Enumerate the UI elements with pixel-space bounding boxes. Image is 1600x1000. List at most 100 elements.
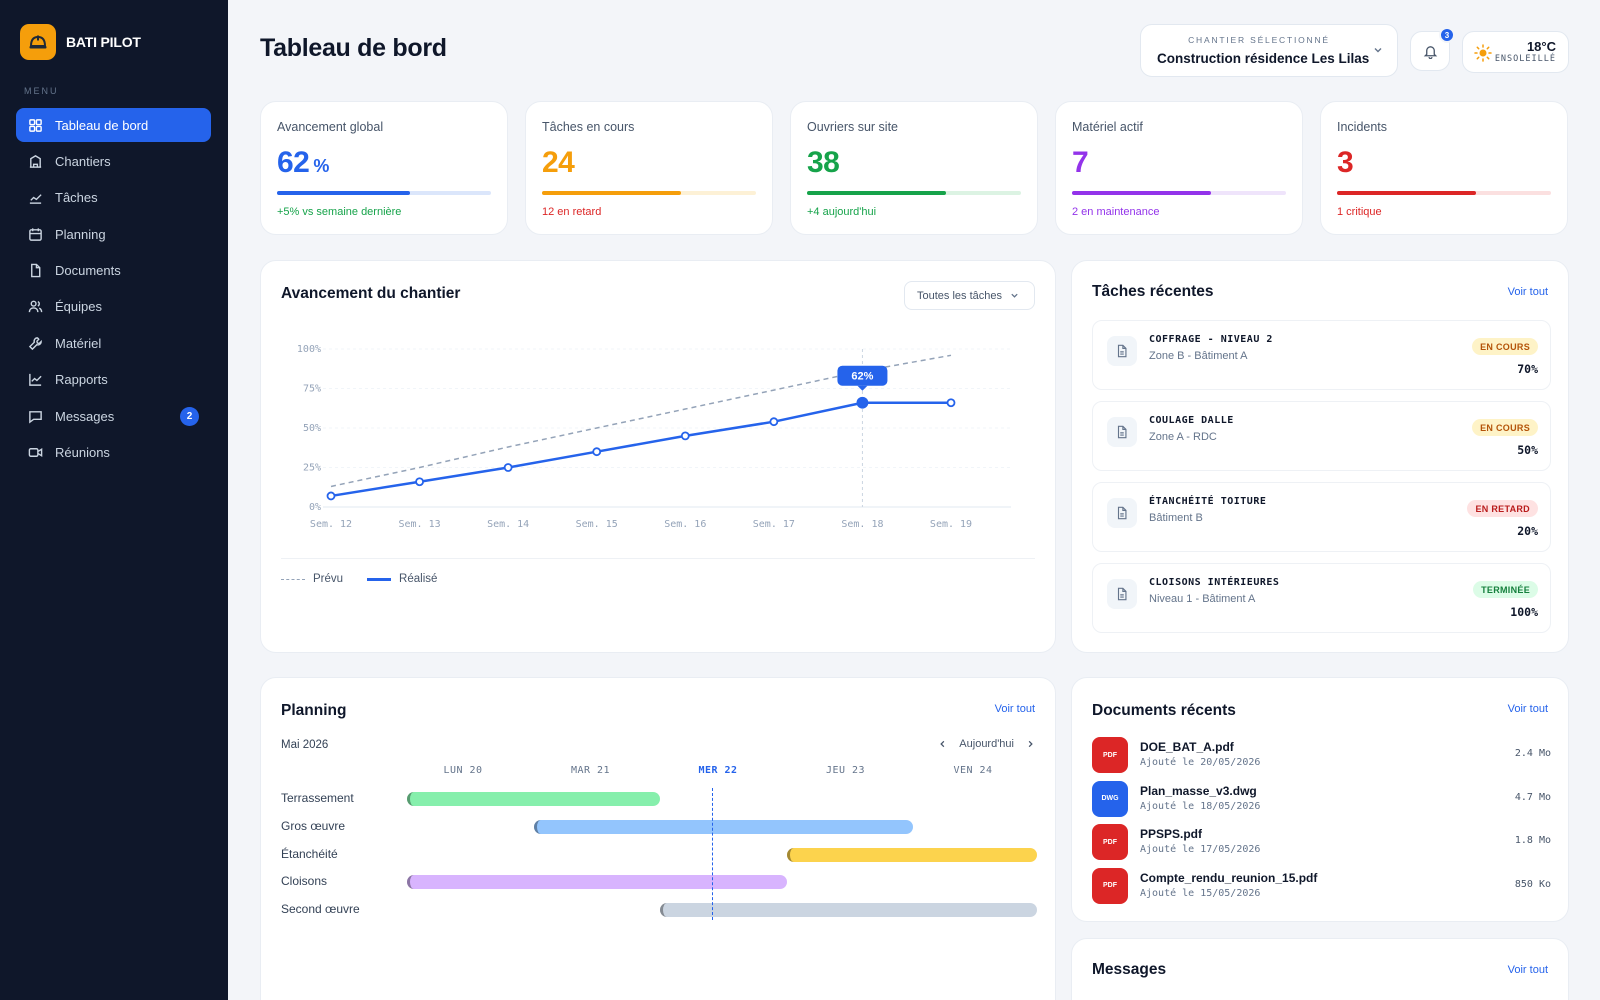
pdf-file-icon: PDF (1092, 737, 1128, 773)
task-filter-value: Toutes les tâches (917, 290, 1002, 302)
progress-line-chart: 0% 25% 50% 75% 100% Sem. 12 Sem. 13 Sem. 14 Sem.… (271, 323, 1031, 573)
document-size: 1.8 Mo (1515, 835, 1551, 846)
task-row[interactable]: COFFRAGE - NIVEAU 2 Zone B - Bâtiment A EN… (1092, 320, 1551, 390)
brand[interactable]: BATI PILOT (20, 24, 141, 60)
site-selector[interactable]: CHANTIER SÉLECTIONNÉ Construction réside… (1140, 24, 1398, 77)
documents-panel: Documents récents Voir tout PDF DOE_BAT_A… (1071, 677, 1569, 922)
task-progress: 70% (1517, 362, 1538, 376)
sidebar-item-label: Planning (55, 227, 106, 242)
weather-temperature: 18°C (1527, 39, 1556, 54)
kpi-value: 38 (807, 146, 839, 180)
task-name: COFFRAGE - NIVEAU 2 (1149, 334, 1273, 345)
sidebar-item-reunions[interactable]: Réunions (16, 436, 211, 470)
x-tick-label: Sem. 17 (753, 519, 795, 530)
sidebar-item-equipes[interactable]: Équipes (16, 290, 211, 324)
task-filter-dropdown[interactable]: Toutes les tâches (904, 281, 1035, 310)
progress-chart-title: Avancement du chantier (281, 285, 460, 303)
document-row[interactable]: DWG Plan_masse_v3.dwg Ajouté le 18/05/2026… (1092, 781, 1551, 817)
sidebar-item-label: Tableau de bord (55, 118, 148, 133)
x-tick-label: Sem. 12 (310, 519, 352, 530)
highlight-tooltip-label: 62% (851, 371, 873, 383)
sidebar-item-label: Matériel (55, 336, 101, 351)
sidebar-item-planning[interactable]: Planning (16, 217, 211, 251)
sidebar-item-documents[interactable]: Documents (16, 254, 211, 288)
task-name: ÉTANCHÉITÉ TOITURE (1149, 496, 1266, 507)
document-icon (1107, 498, 1137, 528)
document-date: Ajouté le 17/05/2026 (1140, 844, 1260, 855)
helmet-logo-icon (20, 24, 56, 60)
sidebar-item-taches[interactable]: Tâches (16, 181, 211, 215)
task-row[interactable]: ÉTANCHÉITÉ TOITURE Bâtiment B EN RETARD 20% (1092, 482, 1551, 552)
gantt-bar[interactable] (407, 792, 660, 806)
bell-icon (1423, 44, 1438, 59)
site-selector-value: Construction résidence Les Lilas (1157, 51, 1369, 66)
kpi-title: Tâches en cours (542, 120, 634, 134)
kpi-progress-fill (1337, 191, 1476, 195)
planning-panel: Planning Voir tout Mai 2026 Aujourd'hui … (260, 677, 1056, 1000)
task-location: Niveau 1 - Bâtiment A (1149, 593, 1255, 605)
messages-see-all-link[interactable]: Voir tout (1508, 964, 1548, 976)
recent-tasks-panel: Tâches récentes Voir tout COFFRAGE - NIV… (1071, 260, 1569, 653)
chart-divider (281, 558, 1035, 559)
actual-data-point (328, 492, 335, 499)
sidebar-item-materiel[interactable]: Matériel (16, 326, 211, 360)
gantt-bar[interactable] (407, 875, 787, 889)
actual-data-point (416, 478, 423, 485)
kpi-progress-fill (277, 191, 410, 195)
gantt-bar[interactable] (787, 848, 1038, 862)
document-date: Ajouté le 20/05/2026 (1140, 757, 1260, 768)
documents-title: Documents récents (1092, 702, 1236, 720)
kpi-value: 7 (1072, 146, 1088, 180)
sidebar-item-tableau-de-bord[interactable]: Tableau de bord (16, 108, 211, 142)
x-tick-label: Sem. 15 (576, 519, 618, 530)
chevron-right-icon[interactable] (1026, 739, 1035, 749)
gantt-bar[interactable] (660, 903, 1037, 917)
gantt-row-label: Cloisons (281, 874, 327, 888)
kpi-progress-fill (542, 191, 681, 195)
kpi-progress-bar (277, 191, 491, 195)
gantt-bar[interactable] (534, 820, 914, 834)
document-row[interactable]: PDF PPSPS.pdf Ajouté le 17/05/2026 1.8 Mo (1092, 824, 1551, 860)
file-icon (28, 263, 43, 278)
task-row[interactable]: CLOISONS INTÉRIEURES Niveau 1 - Bâtiment … (1092, 563, 1551, 633)
sidebar-item-label: Documents (55, 263, 121, 278)
sidebar-item-label: Réunions (55, 445, 110, 460)
task-status-badge: TERMINÉE (1473, 581, 1538, 598)
kpi-progress-bar (807, 191, 1021, 195)
document-row[interactable]: PDF Compte_rendu_reunion_15.pdf Ajouté le … (1092, 868, 1551, 904)
kpi-progress-fill (1072, 191, 1211, 195)
sidebar-item-rapports[interactable]: Rapports (16, 363, 211, 397)
notifications-button[interactable]: 3 (1410, 31, 1450, 71)
sidebar-item-chantiers[interactable]: Chantiers (16, 144, 211, 178)
document-date: Ajouté le 15/05/2026 (1140, 888, 1260, 899)
document-name: Compte_rendu_reunion_15.pdf (1140, 871, 1317, 885)
message-icon (28, 409, 43, 424)
planning-see-all-link[interactable]: Voir tout (995, 703, 1035, 715)
task-row[interactable]: COULAGE DALLE Zone A - RDC EN COURS 50% (1092, 401, 1551, 471)
chevron-left-icon[interactable] (938, 739, 947, 749)
y-tick-label: 25% (303, 463, 321, 474)
document-row[interactable]: PDF DOE_BAT_A.pdf Ajouté le 20/05/2026 2.4 … (1092, 737, 1551, 773)
kpi-note: 1 critique (1337, 206, 1382, 218)
legend-actual-swatch (367, 578, 391, 581)
planning-day-header: MER 22 (698, 765, 737, 776)
task-status-badge: EN COURS (1472, 419, 1538, 436)
actual-data-point (682, 432, 689, 439)
documents-see-all-link[interactable]: Voir tout (1508, 703, 1548, 715)
actual-data-point (505, 464, 512, 471)
x-tick-label: Sem. 14 (487, 519, 529, 530)
kpi-card: Tâches en cours 24 12 en retard (525, 101, 773, 235)
tasks-see-all-link[interactable]: Voir tout (1508, 286, 1548, 298)
messages-title: Messages (1092, 961, 1166, 979)
date-navigator: Aujourd'hui (938, 738, 1035, 750)
legend-planned-label: Prévu (313, 573, 343, 585)
kpi-note: +4 aujourd'hui (807, 206, 876, 218)
x-tick-label: Sem. 18 (841, 519, 883, 530)
legend-actual-label: Réalisé (399, 573, 437, 585)
today-button[interactable]: Aujourd'hui (959, 738, 1014, 750)
sidebar-item-messages[interactable]: Messages 2 (16, 399, 211, 433)
kpi-title: Avancement global (277, 120, 383, 134)
chevron-down-icon (1010, 291, 1019, 300)
app-name: BATI PILOT (66, 34, 141, 50)
gantt-row-label: Étanchéité (281, 847, 338, 861)
